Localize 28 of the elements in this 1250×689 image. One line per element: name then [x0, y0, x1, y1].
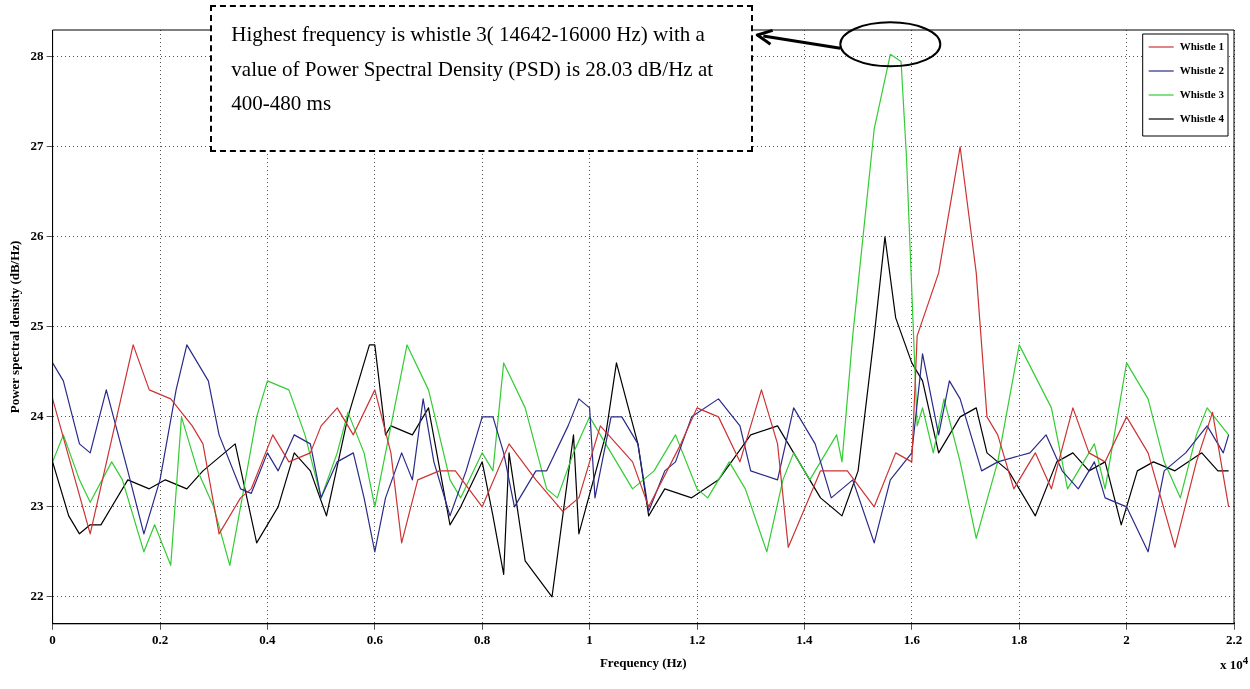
x-tick-label: 2.2: [1225, 631, 1243, 647]
x-tick-label: 0.6: [366, 631, 384, 647]
dashed-text-box: Highest frequency is whistle 3( 14642-16000 Hz) with a value of Power Spectral Density (PSD) is 28.03 dB/Hz at 400-480 ms: [210, 5, 754, 152]
annotation: Highest frequency is whistle 3( 14642-16000 Hz) with a value of Power Spectral Density (PSD) is 28.03 dB/Hz at 400-480 ms: [231, 22, 714, 115]
legend-label: Whistle 2: [1179, 63, 1225, 76]
x-tick-label: 1: [586, 631, 593, 647]
y-tick-label: 22: [30, 588, 44, 604]
y-tick-label: 24: [30, 408, 45, 424]
x-tick-label: 2: [1123, 631, 1130, 647]
y-axis-title: Power spectral density (dB/Hz): [7, 240, 23, 414]
x-tick-label: 1.8: [1011, 631, 1028, 647]
y-tick-label: 28: [30, 48, 45, 64]
x-tick-label: 0: [49, 631, 56, 647]
x-tick-label: 1.4: [796, 631, 814, 647]
legend-label: Whistle 3: [1179, 87, 1225, 100]
x-axis-title: Frequency (Hz): [599, 654, 687, 670]
x-tick-label: 1.6: [903, 631, 921, 647]
x-tick-label: 0.4: [259, 631, 277, 647]
text: x 10$^{4}$: [1220, 653, 1249, 674]
y-tick-label: 26: [30, 228, 45, 244]
x-tick-label: 1.2: [688, 631, 706, 647]
y-tick-label: 23: [30, 498, 45, 514]
legend-label: Whistle 1: [1179, 39, 1225, 52]
legend-label: Whistle 4: [1179, 111, 1225, 124]
y-tick-label: 25: [30, 318, 45, 334]
y-tick-label: 27: [30, 138, 45, 154]
x-tick-label: 0.2: [151, 631, 169, 647]
x-tick-label: 0.8: [474, 631, 491, 647]
